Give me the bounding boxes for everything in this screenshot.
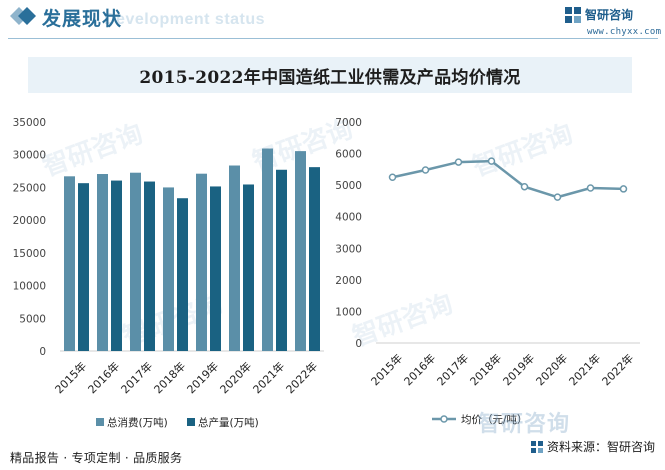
- bar-legend-label: 总产量(万吨): [198, 416, 259, 429]
- line-x-tick-label: 2022年: [599, 351, 636, 388]
- footer-source: 资料来源：智研咨询: [530, 438, 655, 455]
- line-y-tick-label: 2000: [335, 275, 362, 287]
- bar-y-tick-label: 35000: [13, 117, 46, 129]
- header-divider: [8, 38, 658, 39]
- line-legend-marker: [440, 415, 448, 423]
- line-x-tick-label: 2017年: [434, 351, 471, 388]
- bar-production: [309, 167, 320, 351]
- line-point: [553, 193, 562, 201]
- bar-consumption: [196, 173, 207, 351]
- header-ghost-text: Development status: [104, 11, 266, 28]
- bar-production: [78, 183, 89, 351]
- bar-production: [177, 198, 188, 351]
- source-logo-icon: [530, 440, 543, 453]
- bar-production: [243, 184, 254, 351]
- footer-watermark-brand: 智研咨询: [478, 412, 571, 437]
- line-point: [520, 182, 529, 191]
- chart-title-band: 2015-2022年中国造纸工业供需及产品均价情况: [28, 57, 632, 93]
- line-x-tick-label: 2015年: [368, 351, 405, 388]
- bar-y-tick-label: 20000: [13, 215, 46, 227]
- bar-x-tick-label: 2015年: [52, 359, 89, 396]
- bar-consumption: [64, 176, 75, 351]
- bar-legend-swatch: [96, 418, 104, 426]
- line-point: [454, 158, 463, 166]
- line-point: [586, 184, 595, 192]
- brand: 智研咨询: [565, 6, 633, 23]
- line-series-path: [392, 159, 624, 199]
- header-arrows-icon: [10, 7, 36, 25]
- line-y-tick-label: 7000: [335, 117, 362, 129]
- bar-production: [144, 181, 155, 351]
- chart-title: 2015-2022年中国造纸工业供需及产品均价情况: [139, 67, 521, 88]
- bar-x-tick-label: 2016年: [85, 359, 122, 396]
- bar-legend-label: 总消费(万吨): [107, 416, 168, 429]
- bar-consumption: [229, 165, 240, 351]
- line-y-tick-label: 6000: [335, 149, 362, 161]
- line-point: [619, 185, 628, 193]
- bar-production: [111, 180, 122, 351]
- brand-logo-icon: [565, 6, 581, 23]
- bar-legend-swatch: [187, 418, 195, 426]
- source-text: 资料来源：智研咨询: [546, 440, 655, 454]
- bar-y-tick-label: 25000: [13, 182, 46, 194]
- bar-y-tick-label: 5000: [19, 313, 46, 325]
- line-y-tick-label: 4000: [335, 212, 362, 224]
- line-y-tick-label: 0: [355, 338, 362, 350]
- line-x-tick-label: 2021年: [566, 351, 603, 388]
- page-title: 发展现状: [42, 8, 123, 30]
- bar-consumption: [130, 172, 141, 351]
- bar-x-tick-label: 2021年: [250, 359, 287, 396]
- line-y-tick-label: 5000: [335, 180, 362, 192]
- line-x-tick-label: 2016年: [401, 351, 438, 388]
- line-point: [388, 173, 397, 181]
- brand-url: www.chyxx.com: [587, 27, 662, 37]
- line-point: [487, 157, 496, 165]
- bar-y-tick-label: 15000: [13, 248, 46, 260]
- bar-x-tick-label: 2018年: [151, 359, 188, 396]
- line-x-tick-label: 2019年: [500, 351, 537, 388]
- bar-consumption: [163, 187, 174, 351]
- line-y-tick-label: 1000: [335, 306, 362, 318]
- line-y-tick-label: 3000: [335, 243, 362, 255]
- bar-production: [276, 169, 287, 351]
- line-legend-label: 均价（元/吨）: [461, 413, 528, 426]
- line-x-tick-label: 2018年: [467, 351, 504, 388]
- brand-name: 智研咨询: [585, 8, 634, 22]
- bar-consumption: [262, 148, 273, 351]
- bar-y-tick-label: 30000: [13, 150, 46, 162]
- bar-consumption: [295, 151, 306, 351]
- bar-x-tick-label: 2019年: [184, 359, 221, 396]
- line-x-tick-label: 2020年: [533, 351, 570, 388]
- bar-y-tick-label: 0: [39, 346, 46, 358]
- bar-production: [210, 186, 221, 351]
- bar-x-tick-label: 2022年: [283, 359, 320, 396]
- footer-tagline: 精品报告 · 专项定制 · 品质服务: [10, 451, 183, 465]
- bar-x-tick-label: 2020年: [217, 359, 254, 396]
- line-point: [421, 166, 430, 174]
- bar-x-tick-label: 2017年: [118, 359, 155, 396]
- bar-consumption: [97, 174, 108, 351]
- bar-y-tick-label: 10000: [13, 281, 46, 293]
